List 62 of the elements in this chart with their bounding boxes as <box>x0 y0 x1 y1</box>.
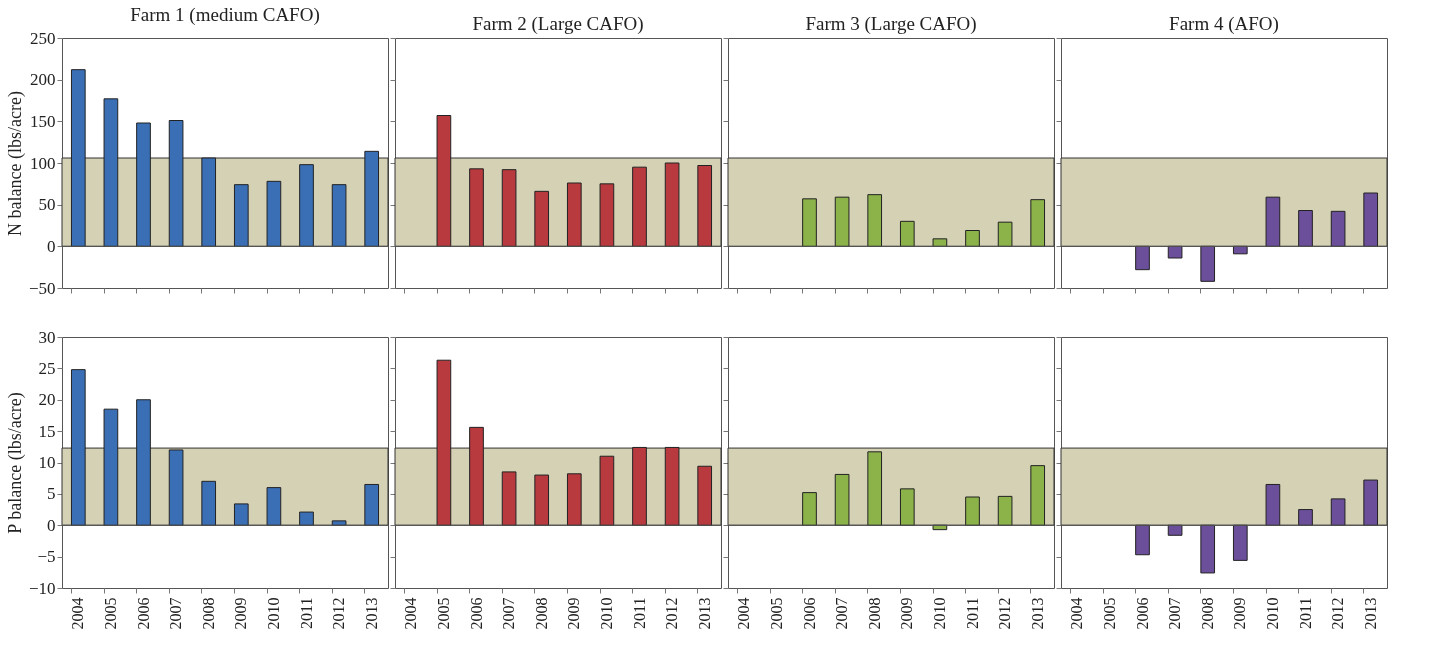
y-tick-label: 15 <box>38 421 56 441</box>
x-tick-label: 2004 <box>1068 597 1086 630</box>
x-tick-label: 2012 <box>996 597 1014 630</box>
chart-title: Farm 2 (Large CAFO) <box>472 12 644 35</box>
x-tick-label: 2005 <box>767 597 785 630</box>
x-tick-label: 2004 <box>69 597 87 630</box>
y-axis-title: N balance (lbs/acre) <box>4 91 26 236</box>
y-tick-label: 0 <box>47 515 56 535</box>
x-tick-label: 2005 <box>1100 597 1118 630</box>
x-tick-label: 2013 <box>362 597 380 630</box>
x-tick-label: 2008 <box>532 597 550 630</box>
y-tick-label: 25 <box>38 358 56 378</box>
x-tick-label: 2005 <box>434 597 452 630</box>
chart-title: Farm 4 (AFO) <box>1169 12 1279 35</box>
x-tick-label: 2010 <box>597 597 615 630</box>
x-tick-label: 2007 <box>1166 597 1184 630</box>
x-tick-label: 2011 <box>963 597 981 629</box>
x-tick-label: 2011 <box>297 597 315 629</box>
y-tick-label: 30 <box>38 327 56 347</box>
x-tick-label: 2006 <box>800 597 818 630</box>
y-tick-label: 5 <box>47 484 56 504</box>
x-tick-label: 2006 <box>134 597 152 630</box>
x-tick-label: 2009 <box>898 597 916 630</box>
x-tick-label: 2008 <box>865 597 883 630</box>
y-axis-title: P balance (lbs/acre) <box>4 392 26 534</box>
x-tick-label: 2007 <box>500 597 518 630</box>
x-tick-label: 2011 <box>1296 597 1314 629</box>
y-tick-label: 250 <box>30 28 56 48</box>
x-tick-label: 2010 <box>1263 597 1281 630</box>
y-tick-label: 10 <box>38 453 56 472</box>
x-tick-label: 2012 <box>1329 597 1347 630</box>
y-tick-label: 0 <box>47 236 56 256</box>
y-tick-label: 50 <box>38 195 56 215</box>
x-tick-label: 2010 <box>930 597 948 630</box>
x-tick-label: 2004 <box>735 597 753 630</box>
chart-title: Farm 3 (Large CAFO) <box>805 12 977 35</box>
x-tick-label: 2004 <box>402 597 420 630</box>
y-tick-label: −50 <box>28 278 56 298</box>
x-tick-label: 2011 <box>630 597 648 629</box>
x-tick-label: 2006 <box>467 597 485 630</box>
x-tick-label: 2013 <box>1361 597 1379 630</box>
y-tick-label: −5 <box>37 547 56 567</box>
x-tick-label: 2008 <box>1198 597 1216 630</box>
y-tick-label: 100 <box>30 153 56 173</box>
x-tick-label: 2013 <box>695 597 713 630</box>
x-tick-label: 2007 <box>167 597 185 630</box>
y-tick-label: 20 <box>38 390 56 410</box>
x-tick-label: 2006 <box>1133 597 1151 630</box>
chart-title: Farm 1 (medium CAFO) <box>130 4 320 26</box>
x-tick-label: 2012 <box>330 597 348 630</box>
x-tick-label: 2005 <box>101 597 119 630</box>
x-tick-label: 2008 <box>199 597 217 630</box>
x-tick-label: 2012 <box>663 597 681 630</box>
x-tick-label: 2009 <box>232 597 250 630</box>
y-tick-label: −10 <box>28 578 56 598</box>
y-tick-label: 150 <box>30 111 56 131</box>
x-tick-label: 2009 <box>1231 597 1249 630</box>
x-tick-label: 2009 <box>565 597 583 630</box>
x-tick-label: 2007 <box>833 597 851 630</box>
y-tick-label: 200 <box>30 70 56 90</box>
x-tick-label: 2013 <box>1028 597 1046 630</box>
x-tick-label: 2010 <box>264 597 282 630</box>
